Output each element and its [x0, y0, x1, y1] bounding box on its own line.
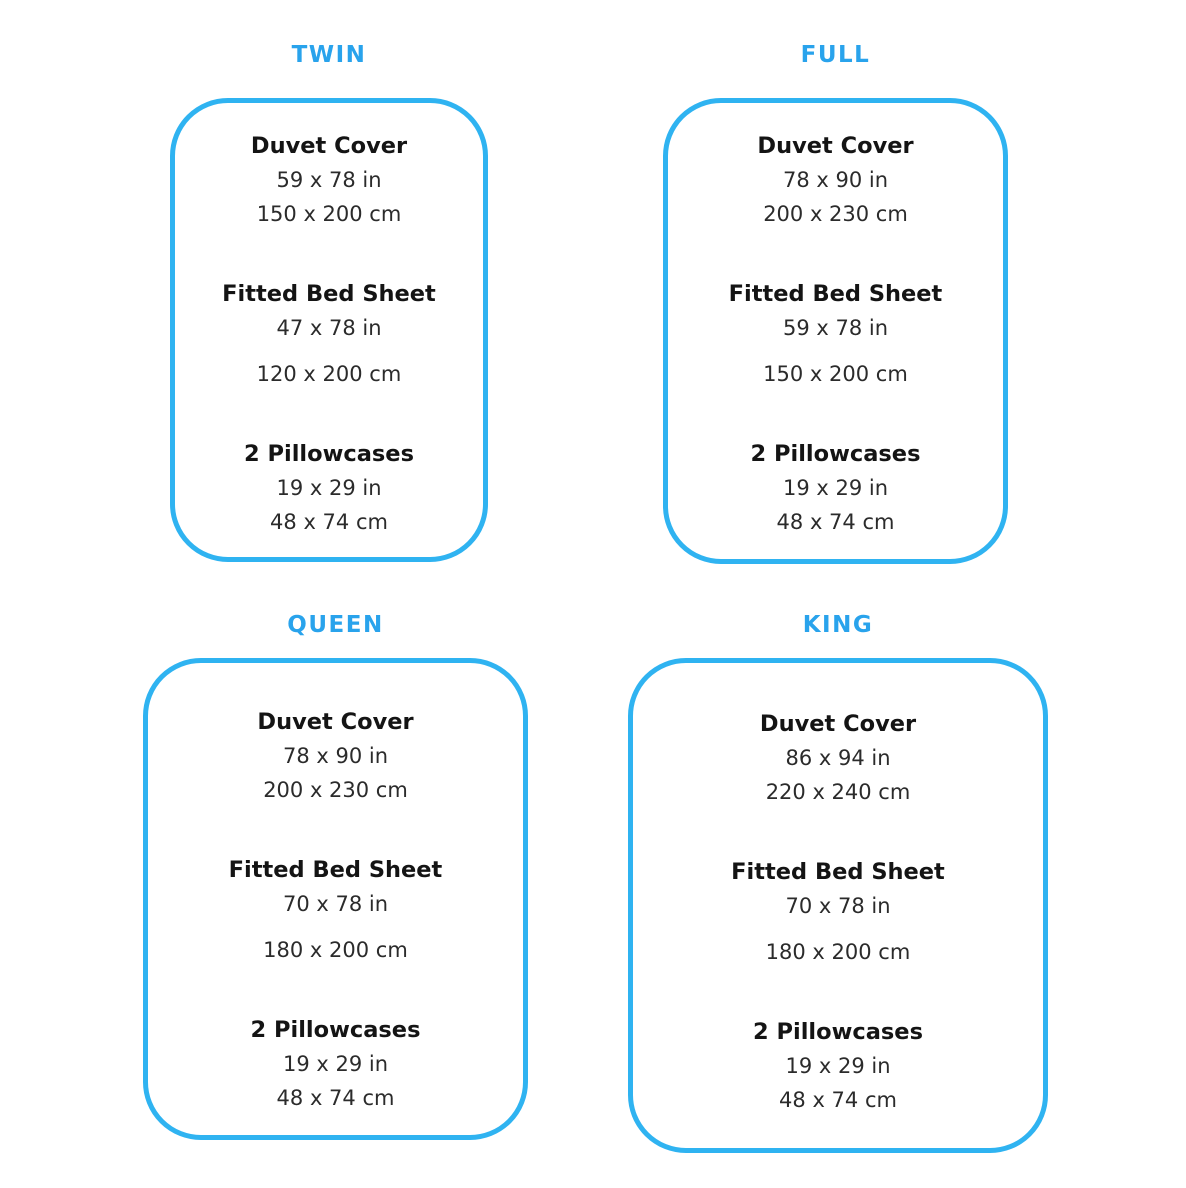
pillowcases-cm: 48 x 74 cm	[779, 1088, 897, 1112]
fitted-sheet-title: Fitted Bed Sheet	[222, 281, 436, 307]
fitted-sheet-cm: 180 x 200 cm	[263, 938, 408, 962]
size-card-queen: Duvet Cover 78 x 90 in 200 x 230 cm Fitt…	[143, 658, 528, 1140]
duvet-cover-title: Duvet Cover	[757, 133, 914, 159]
size-label-full: FULL	[800, 42, 871, 68]
pillowcases-inches: 19 x 29 in	[276, 476, 382, 500]
duvet-cover-cm: 220 x 240 cm	[765, 780, 911, 804]
fitted-sheet-cm: 180 x 200 cm	[765, 940, 911, 964]
duvet-cover-item: Duvet Cover 86 x 94 in 220 x 240 cm	[760, 707, 916, 809]
pillowcases-item: 2 Pillowcases 19 x 29 in 48 x 74 cm	[251, 1013, 421, 1115]
pillowcases-cm: 48 x 74 cm	[270, 510, 388, 534]
duvet-cover-title: Duvet Cover	[257, 709, 414, 735]
size-label-king: KING	[802, 612, 874, 638]
duvet-cover-inches: 86 x 94 in	[785, 746, 891, 770]
pillowcases-item: 2 Pillowcases 19 x 29 in 48 x 74 cm	[753, 1015, 923, 1117]
size-label-queen: QUEEN	[287, 612, 384, 638]
fitted-sheet-title: Fitted Bed Sheet	[731, 859, 945, 885]
size-card-full: Duvet Cover 78 x 90 in 200 x 230 cm Fitt…	[663, 98, 1008, 564]
fitted-sheet-inches: 47 x 78 in	[276, 316, 382, 340]
pillowcases-item: 2 Pillowcases 19 x 29 in 48 x 74 cm	[751, 437, 921, 539]
pillowcases-item: 2 Pillowcases 19 x 29 in 48 x 74 cm	[244, 437, 414, 539]
duvet-cover-item: Duvet Cover 59 x 78 in 150 x 200 cm	[251, 129, 407, 231]
duvet-cover-cm: 200 x 230 cm	[763, 202, 908, 226]
fitted-sheet-cm: 150 x 200 cm	[763, 362, 908, 386]
fitted-sheet-title: Fitted Bed Sheet	[728, 281, 943, 307]
fitted-sheet-inches: 59 x 78 in	[782, 316, 889, 340]
fitted-sheet-item: Fitted Bed Sheet 47 x 78 in 120 x 200 cm	[222, 277, 436, 391]
pillowcases-title: 2 Pillowcases	[250, 1017, 421, 1043]
pillowcases-cm: 48 x 74 cm	[776, 510, 895, 534]
pillowcases-inches: 19 x 29 in	[785, 1054, 891, 1078]
duvet-cover-title: Duvet Cover	[250, 133, 408, 159]
pillowcases-inches: 19 x 29 in	[782, 476, 889, 500]
fitted-sheet-title: Fitted Bed Sheet	[228, 857, 443, 883]
pillowcases-title: 2 Pillowcases	[750, 441, 921, 467]
duvet-cover-inches: 59 x 78 in	[276, 168, 382, 192]
fitted-sheet-item: Fitted Bed Sheet 59 x 78 in 150 x 200 cm	[729, 277, 943, 391]
size-panel-queen: QUEEN Duvet Cover 78 x 90 in 200 x 230 c…	[143, 608, 528, 1140]
duvet-cover-inches: 78 x 90 in	[782, 168, 889, 192]
pillowcases-title: 2 Pillowcases	[753, 1019, 923, 1045]
size-panel-twin: TWIN Duvet Cover 59 x 78 in 150 x 200 cm…	[170, 38, 488, 562]
size-panel-full: FULL Duvet Cover 78 x 90 in 200 x 230 cm…	[663, 38, 1008, 564]
duvet-cover-item: Duvet Cover 78 x 90 in 200 x 230 cm	[257, 705, 413, 807]
fitted-sheet-item: Fitted Bed Sheet 70 x 78 in 180 x 200 cm	[229, 853, 443, 967]
duvet-cover-title: Duvet Cover	[759, 711, 917, 737]
size-card-twin: Duvet Cover 59 x 78 in 150 x 200 cm Fitt…	[170, 98, 488, 562]
pillowcases-cm: 48 x 74 cm	[276, 1086, 395, 1110]
size-card-king: Duvet Cover 86 x 94 in 220 x 240 cm Fitt…	[628, 658, 1048, 1153]
fitted-sheet-cm: 120 x 200 cm	[256, 362, 402, 386]
pillowcases-inches: 19 x 29 in	[282, 1052, 389, 1076]
duvet-cover-item: Duvet Cover 78 x 90 in 200 x 230 cm	[757, 129, 913, 231]
size-label-twin: TWIN	[291, 42, 367, 68]
fitted-sheet-inches: 70 x 78 in	[785, 894, 891, 918]
duvet-cover-cm: 200 x 230 cm	[263, 778, 408, 802]
duvet-cover-inches: 78 x 90 in	[282, 744, 389, 768]
pillowcases-title: 2 Pillowcases	[244, 441, 414, 467]
duvet-cover-cm: 150 x 200 cm	[256, 202, 402, 226]
fitted-sheet-inches: 70 x 78 in	[282, 892, 389, 916]
fitted-sheet-item: Fitted Bed Sheet 70 x 78 in 180 x 200 cm	[731, 855, 945, 969]
size-panel-king: KING Duvet Cover 86 x 94 in 220 x 240 cm…	[628, 608, 1048, 1153]
